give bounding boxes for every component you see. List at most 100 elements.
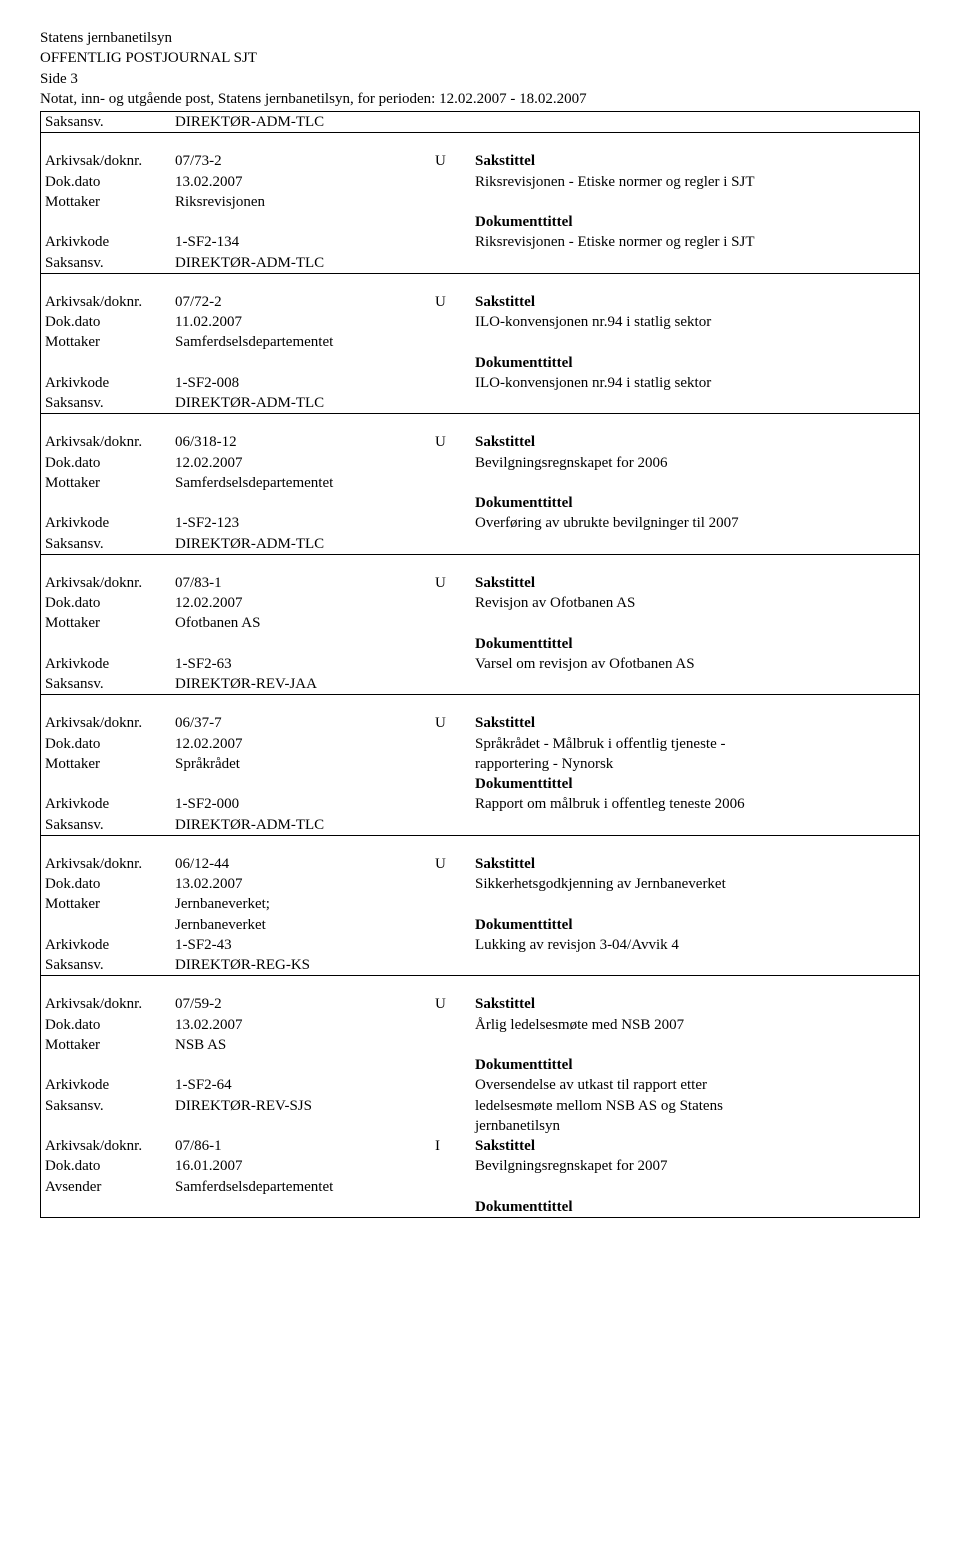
row-label: Dok.dato	[41, 593, 175, 613]
row-value: DIREKTØR-REG-KS	[175, 955, 435, 975]
row-right: jernbanetilsyn	[475, 1116, 919, 1136]
row-direction	[435, 1035, 475, 1055]
row-direction	[435, 935, 475, 955]
row-direction	[435, 312, 475, 332]
row-value: 1-SF2-64	[175, 1075, 435, 1095]
row-label: Arkivkode	[41, 654, 175, 674]
row-label: Dok.dato	[41, 172, 175, 192]
case-box: Arkivsak/doknr.06/12-44USakstittelDok.da…	[40, 836, 920, 977]
row-label	[41, 1116, 175, 1136]
row-direction	[435, 734, 475, 754]
row-label: Mottaker	[41, 473, 175, 493]
row-direction	[435, 915, 475, 935]
row-right: Riksrevisjonen - Etiske normer og regler…	[475, 172, 919, 192]
row-right: Dokumenttittel	[475, 1055, 919, 1075]
row-right	[475, 473, 919, 493]
row-direction	[435, 212, 475, 232]
row-label: Mottaker	[41, 332, 175, 352]
row-direction	[435, 815, 475, 835]
row-right: Sakstittel	[475, 713, 919, 733]
header-period: Notat, inn- og utgående post, Statens je…	[40, 89, 920, 109]
row-label: Arkivkode	[41, 373, 175, 393]
row-value: 06/37-7	[175, 713, 435, 733]
row-direction	[435, 453, 475, 473]
row-label	[41, 1197, 175, 1217]
row-label: Arkivkode	[41, 935, 175, 955]
row-value: 1-SF2-000	[175, 794, 435, 814]
row-direction	[435, 1177, 475, 1197]
row-value: Jernbaneverket;	[175, 894, 435, 914]
row-right: Revisjon av Ofotbanen AS	[475, 593, 919, 613]
row-value: 1-SF2-123	[175, 513, 435, 533]
row-label: Mottaker	[41, 192, 175, 212]
row-direction	[435, 955, 475, 975]
row-direction: U	[435, 292, 475, 312]
row-label: Saksansv.	[41, 674, 175, 694]
row-label: Arkivsak/doknr.	[41, 713, 175, 733]
label-saksansv: Saksansv.	[41, 112, 175, 132]
row-direction	[435, 1075, 475, 1095]
row-value: 07/86-1	[175, 1136, 435, 1156]
row-right: Riksrevisjonen - Etiske normer og regler…	[475, 232, 919, 252]
row-right: Språkrådet - Målbruk i offentlig tjenest…	[475, 734, 919, 754]
page-header: Statens jernbanetilsyn OFFENTLIG POSTJOU…	[40, 28, 920, 109]
row-value: 07/59-2	[175, 994, 435, 1014]
row-right	[475, 332, 919, 352]
row-value: Språkrådet	[175, 754, 435, 774]
row-label	[41, 493, 175, 513]
row-direction	[435, 172, 475, 192]
row-label	[41, 353, 175, 373]
row-direction	[435, 1156, 475, 1176]
row-direction	[435, 393, 475, 413]
row-label: Arkivkode	[41, 513, 175, 533]
row-value: Jernbaneverket	[175, 915, 435, 935]
case-box: Arkivsak/doknr.07/72-2USakstittelDok.dat…	[40, 274, 920, 415]
row-right: Dokumenttittel	[475, 774, 919, 794]
row-right: Sakstittel	[475, 1136, 919, 1156]
case-box: Arkivsak/doknr.06/37-7USakstittelDok.dat…	[40, 695, 920, 836]
row-label: Dok.dato	[41, 1156, 175, 1176]
row-right: Lukking av revisjon 3-04/Avvik 4	[475, 935, 919, 955]
row-right: Dokumenttittel	[475, 212, 919, 232]
row-direction	[435, 1055, 475, 1075]
row-value	[175, 493, 435, 513]
row-right: ILO-konvensjonen nr.94 i statlig sektor	[475, 312, 919, 332]
row-right	[475, 955, 919, 975]
row-value: 1-SF2-134	[175, 232, 435, 252]
row-right: Rapport om målbruk i offentleg teneste 2…	[475, 794, 919, 814]
row-value: 16.01.2007	[175, 1156, 435, 1176]
row-label: Saksansv.	[41, 253, 175, 273]
header-journal: OFFENTLIG POSTJOURNAL SJT	[40, 48, 920, 68]
row-direction	[435, 332, 475, 352]
row-value: 13.02.2007	[175, 1015, 435, 1035]
row-value: 06/318-12	[175, 432, 435, 452]
row-direction	[435, 232, 475, 252]
row-value	[175, 774, 435, 794]
row-right: Varsel om revisjon av Ofotbanen AS	[475, 654, 919, 674]
row-label: Arkivsak/doknr.	[41, 432, 175, 452]
row-label: Saksansv.	[41, 815, 175, 835]
row-right: Dokumenttittel	[475, 1197, 919, 1217]
row-value: DIREKTØR-ADM-TLC	[175, 253, 435, 273]
header-org: Statens jernbanetilsyn	[40, 28, 920, 48]
row-right	[475, 253, 919, 273]
row-value: Ofotbanen AS	[175, 613, 435, 633]
row-direction: U	[435, 432, 475, 452]
row-right	[475, 393, 919, 413]
row-right: ILO-konvensjonen nr.94 i statlig sektor	[475, 373, 919, 393]
row-direction	[435, 593, 475, 613]
row-value: 13.02.2007	[175, 874, 435, 894]
row-label: Dok.dato	[41, 874, 175, 894]
row-label: Arkivsak/doknr.	[41, 151, 175, 171]
row-value	[175, 1116, 435, 1136]
case-box: Arkivsak/doknr.07/59-2USakstittelDok.dat…	[40, 976, 920, 1218]
row-label: Mottaker	[41, 1035, 175, 1055]
row-value: 12.02.2007	[175, 593, 435, 613]
row-right: Sakstittel	[475, 151, 919, 171]
row-direction	[435, 1015, 475, 1035]
row-label: Mottaker	[41, 613, 175, 633]
row-direction	[435, 1096, 475, 1116]
row-direction	[435, 493, 475, 513]
row-right: Sakstittel	[475, 292, 919, 312]
row-right: Dokumenttittel	[475, 353, 919, 373]
